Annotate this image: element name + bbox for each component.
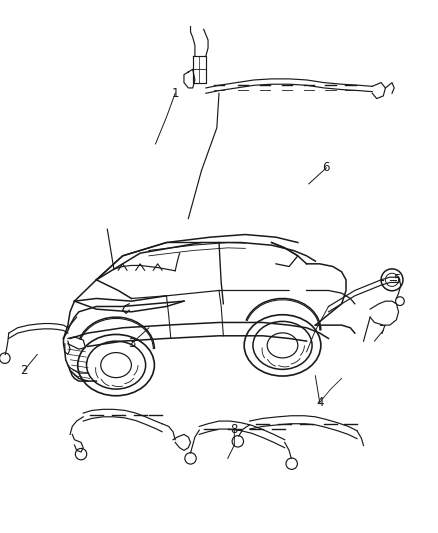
Text: 8: 8 <box>231 423 238 435</box>
Text: 7: 7 <box>379 324 387 337</box>
Text: 5: 5 <box>393 273 400 286</box>
Text: 4: 4 <box>316 396 324 409</box>
Text: 2: 2 <box>20 364 28 377</box>
Text: 6: 6 <box>322 161 330 174</box>
Text: 1: 1 <box>171 87 179 100</box>
Text: 3: 3 <box>128 337 135 350</box>
